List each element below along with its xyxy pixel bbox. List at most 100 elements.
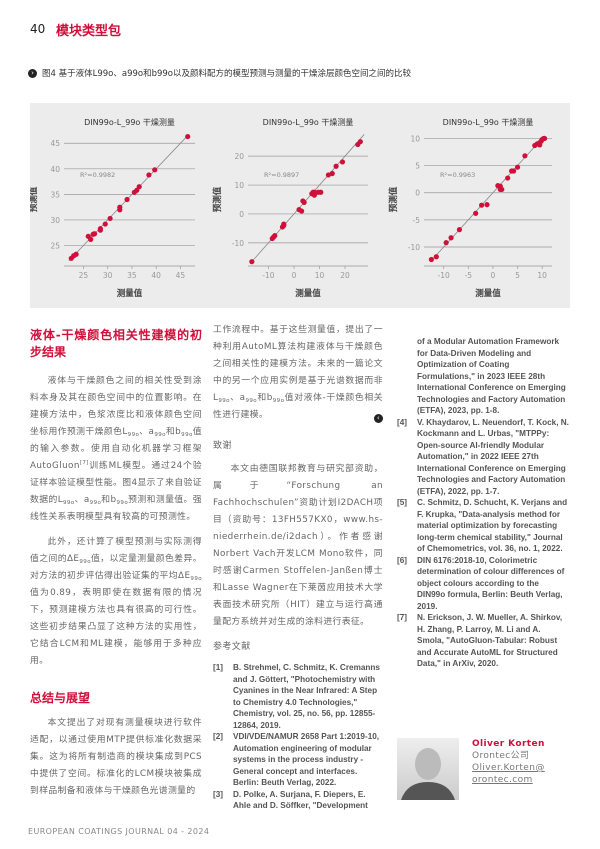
reference-number: [4] bbox=[397, 417, 408, 427]
data-point bbox=[152, 167, 158, 173]
page-number: 40 bbox=[30, 22, 46, 36]
author-info: Oliver Korten Orontec公司 Oliver.Korten@ o… bbox=[472, 738, 545, 800]
y-tick-label: 0 bbox=[239, 210, 244, 219]
data-point bbox=[339, 159, 346, 165]
y-tick-label: 10 bbox=[234, 181, 244, 190]
data-point bbox=[146, 172, 152, 178]
data-point bbox=[185, 133, 191, 140]
chart-title: DIN99o-L_99o 干燥测量 bbox=[84, 118, 175, 127]
section-title: 模块类型包 bbox=[56, 24, 122, 39]
reference-item: [3] D. Polke, A. Surjana, F. Diepers, E. … bbox=[213, 789, 383, 812]
paragraph: 本文提出了对现有测量模块进行软件适配，以通过使用MTP提供标准化数据采集。这为将… bbox=[30, 718, 202, 796]
scatter-charts: DIN99o-L_99o 干燥测量 25 30 35 40 45 25 30 35 40 45 R²=… bbox=[28, 118, 552, 299]
y-axis-label: 预测值 bbox=[30, 186, 39, 212]
y-tick-label: 25 bbox=[50, 242, 60, 251]
y-tick-label: -10 bbox=[232, 239, 244, 248]
reference-item: [7] N. Erickson, J. W. Mueller, A. Shirko… bbox=[397, 612, 569, 670]
x-tick-label: 5 bbox=[515, 271, 520, 280]
heading-results: 液体-干燥颜色相关性建模的初步结果 bbox=[30, 328, 202, 359]
y-axis-label: 预测值 bbox=[212, 186, 223, 212]
data-point bbox=[318, 189, 324, 195]
data-point bbox=[505, 175, 511, 181]
fit-line bbox=[250, 134, 365, 264]
results-section: 液体-干燥颜色相关性建模的初步结果 液体与干燥颜色之间的相关性受到涂料本身及其在… bbox=[30, 327, 202, 690]
data-point bbox=[88, 236, 94, 242]
x-tick-label: 10 bbox=[537, 271, 547, 280]
data-point bbox=[514, 164, 521, 170]
x-tick-label: 20 bbox=[340, 271, 350, 280]
references-col-3: of a Modular Automation Framework for Da… bbox=[397, 336, 569, 726]
reference-number: [3] bbox=[213, 789, 224, 799]
data-point bbox=[117, 204, 123, 210]
heading-summary: 总结与展望 bbox=[30, 691, 91, 705]
author-box: Oliver Korten Orontec公司 Oliver.Korten@ o… bbox=[397, 738, 569, 800]
reference-text: D. Polke, A. Surjana, F. Diepers, E. Ahl… bbox=[233, 789, 368, 811]
data-point bbox=[333, 163, 339, 169]
r-squared-label: R²=0.9897 bbox=[264, 171, 299, 179]
data-point bbox=[473, 210, 479, 216]
reference-text: C. Schmitz, D. Schucht, K. Verjans and F… bbox=[417, 498, 568, 553]
figure-panel: DIN99o-L_99o 干燥测量 25 30 35 40 45 25 30 35 40 45 R²=… bbox=[28, 103, 570, 308]
x-tick-label: 40 bbox=[151, 271, 161, 280]
data-point bbox=[136, 184, 142, 190]
footer: EUROPEAN COATINGS JOURNAL 04 - 2024 bbox=[28, 827, 210, 836]
paragraph: 液体与干燥颜色之间的相关性受到涂料本身及其在颜色空间中的位置影响。在建模方法中，… bbox=[30, 376, 202, 522]
x-tick-label: 45 bbox=[176, 271, 186, 280]
data-point bbox=[484, 202, 490, 208]
reference-text: of a Modular Automation Framework for Da… bbox=[417, 337, 566, 415]
data-point bbox=[311, 189, 317, 195]
y-tick-label: -5 bbox=[413, 216, 421, 225]
x-axis-label: 测量值 bbox=[117, 288, 143, 299]
reference-text: N. Erickson, J. W. Mueller, A. Shirkov, … bbox=[417, 613, 563, 668]
caption-text: 图4 基于液体L99o、a99o和b99o以及颜料配方的模型预测与测量的干燥涂层… bbox=[42, 69, 412, 79]
author-photo bbox=[397, 738, 459, 800]
y-axis-label: 预测值 bbox=[388, 186, 399, 212]
data-point bbox=[456, 227, 463, 233]
reference-item: [5] C. Schmitz, D. Schucht, K. Verjans an… bbox=[397, 497, 569, 555]
data-point bbox=[511, 168, 517, 174]
data-point bbox=[272, 233, 278, 239]
author-name: Oliver Korten bbox=[472, 739, 545, 749]
reference-item: of a Modular Automation Framework for Da… bbox=[397, 336, 569, 417]
author-email-domain[interactable]: orontec.com bbox=[472, 775, 533, 785]
heading-acknowledgement: 致谢 bbox=[213, 441, 232, 451]
r-squared-label: R²=0.9982 bbox=[80, 171, 115, 179]
x-tick-label: -10 bbox=[262, 271, 274, 280]
author-company: Orontec公司 bbox=[472, 751, 530, 761]
reference-number: [5] bbox=[397, 498, 408, 507]
paragraph: 本文由德国联邦教育与研究部资助，属于“Forschung an Fachhoch… bbox=[213, 464, 383, 627]
data-point bbox=[448, 235, 454, 241]
y-tick-label: 35 bbox=[50, 190, 60, 199]
x-tick-label: -5 bbox=[465, 271, 473, 280]
chart-title: DIN99o-L_99o 干燥测量 bbox=[443, 118, 534, 127]
reference-text: B. Strehmel, C. Schmitz, K. Cremanns and… bbox=[233, 663, 380, 730]
y-tick-label: 30 bbox=[50, 216, 60, 225]
x-tick-label: 0 bbox=[491, 271, 496, 280]
column-2: 工作流程中。基于这些测量值，提出了一种利用AutoML算法构建液体与干燥颜色之间… bbox=[213, 322, 383, 812]
column-1: 液体-干燥颜色相关性建模的初步结果 液体与干燥颜色之间的相关性受到涂料本身及其在… bbox=[30, 327, 202, 800]
chevron-left-circle-icon: ‹ bbox=[374, 414, 383, 423]
y-tick-label: 5 bbox=[415, 162, 420, 171]
reference-number bbox=[397, 336, 417, 417]
y-tick-label: 0 bbox=[415, 189, 420, 198]
data-point bbox=[91, 231, 98, 237]
reference-text: V. Khaydarov, L. Neuendorf, T. Kock, N. … bbox=[417, 417, 569, 496]
data-point bbox=[102, 221, 108, 227]
data-point bbox=[428, 256, 434, 263]
references-col-2: [1] B. Strehmel, C. Schmitz, K. Cremanns … bbox=[213, 662, 383, 812]
reference-number: [2] bbox=[213, 732, 224, 741]
x-tick-label: 35 bbox=[127, 271, 137, 280]
y-tick-label: -10 bbox=[408, 243, 420, 252]
x-tick-label: 10 bbox=[315, 271, 325, 280]
data-point bbox=[542, 135, 548, 142]
data-point bbox=[479, 202, 485, 208]
data-point bbox=[299, 208, 305, 214]
paragraph: 此外，还计算了模型预测与实际测得值之间的ΔE99o值，以定量测量颜色差异。对方法… bbox=[30, 537, 202, 666]
x-tick-label: 0 bbox=[292, 271, 297, 280]
reference-text: DIN 6176:2018-10, Colorimetric determina… bbox=[417, 555, 565, 611]
reference-item: [4] V. Khaydarov, L. Neuendorf, T. Kock, … bbox=[397, 417, 569, 498]
data-point bbox=[73, 251, 79, 257]
reference-number: [7] bbox=[397, 613, 408, 622]
author-email[interactable]: Oliver.Korten@ bbox=[472, 763, 545, 773]
data-point bbox=[249, 259, 255, 265]
